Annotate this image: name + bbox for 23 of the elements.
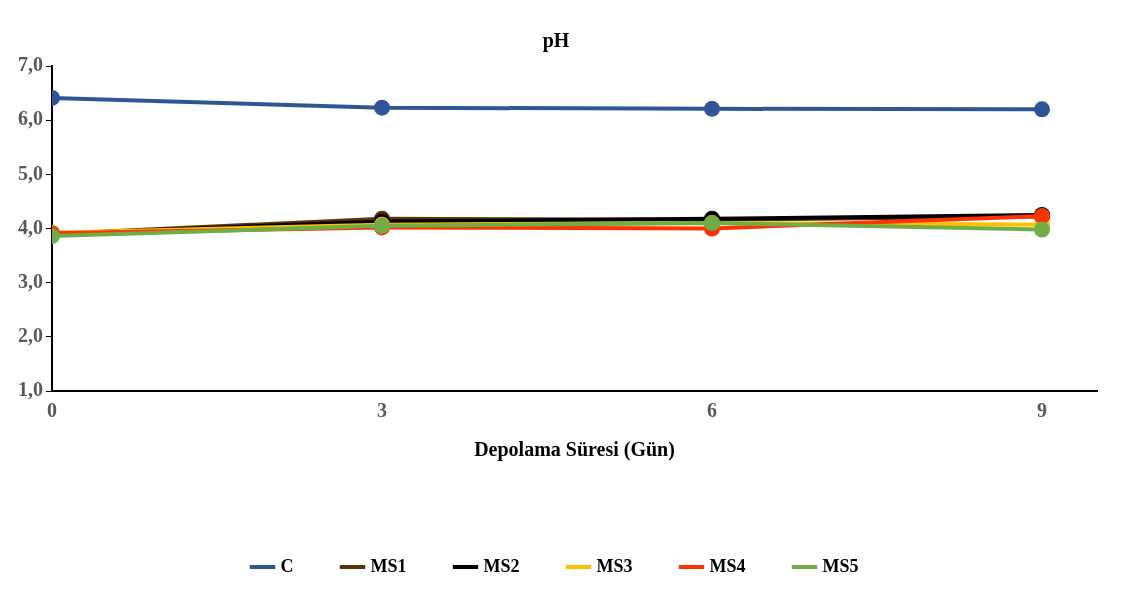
x-tick-label: 9: [1037, 399, 1047, 422]
y-tick-label: 1,0: [18, 378, 43, 401]
legend-label: C: [280, 555, 294, 576]
x-axis-title: Depolama Süresi (Gün): [474, 438, 675, 462]
point: [1034, 101, 1050, 118]
y-tick-label: 2,0: [18, 324, 43, 347]
point: [704, 100, 720, 117]
y-tick-label: 7,0: [18, 53, 43, 76]
legend-label: MS1: [370, 555, 407, 576]
y-tick-label: 3,0: [18, 269, 43, 292]
legend-label: MS5: [822, 555, 859, 576]
legend-label: MS2: [483, 555, 520, 576]
point: [374, 99, 390, 116]
legend-label: MS3: [596, 555, 633, 576]
legend-label: MS4: [709, 555, 746, 576]
x-tick-label: 0: [47, 399, 57, 422]
x-tick-label: 3: [377, 399, 387, 422]
x-tick-label: 6: [707, 399, 717, 422]
y-tick-label: 5,0: [18, 161, 43, 184]
y-tick-label: 6,0: [18, 107, 43, 130]
point: [1034, 221, 1050, 238]
y-tick-label: 4,0: [18, 215, 43, 238]
chart-title: pH: [542, 29, 570, 53]
